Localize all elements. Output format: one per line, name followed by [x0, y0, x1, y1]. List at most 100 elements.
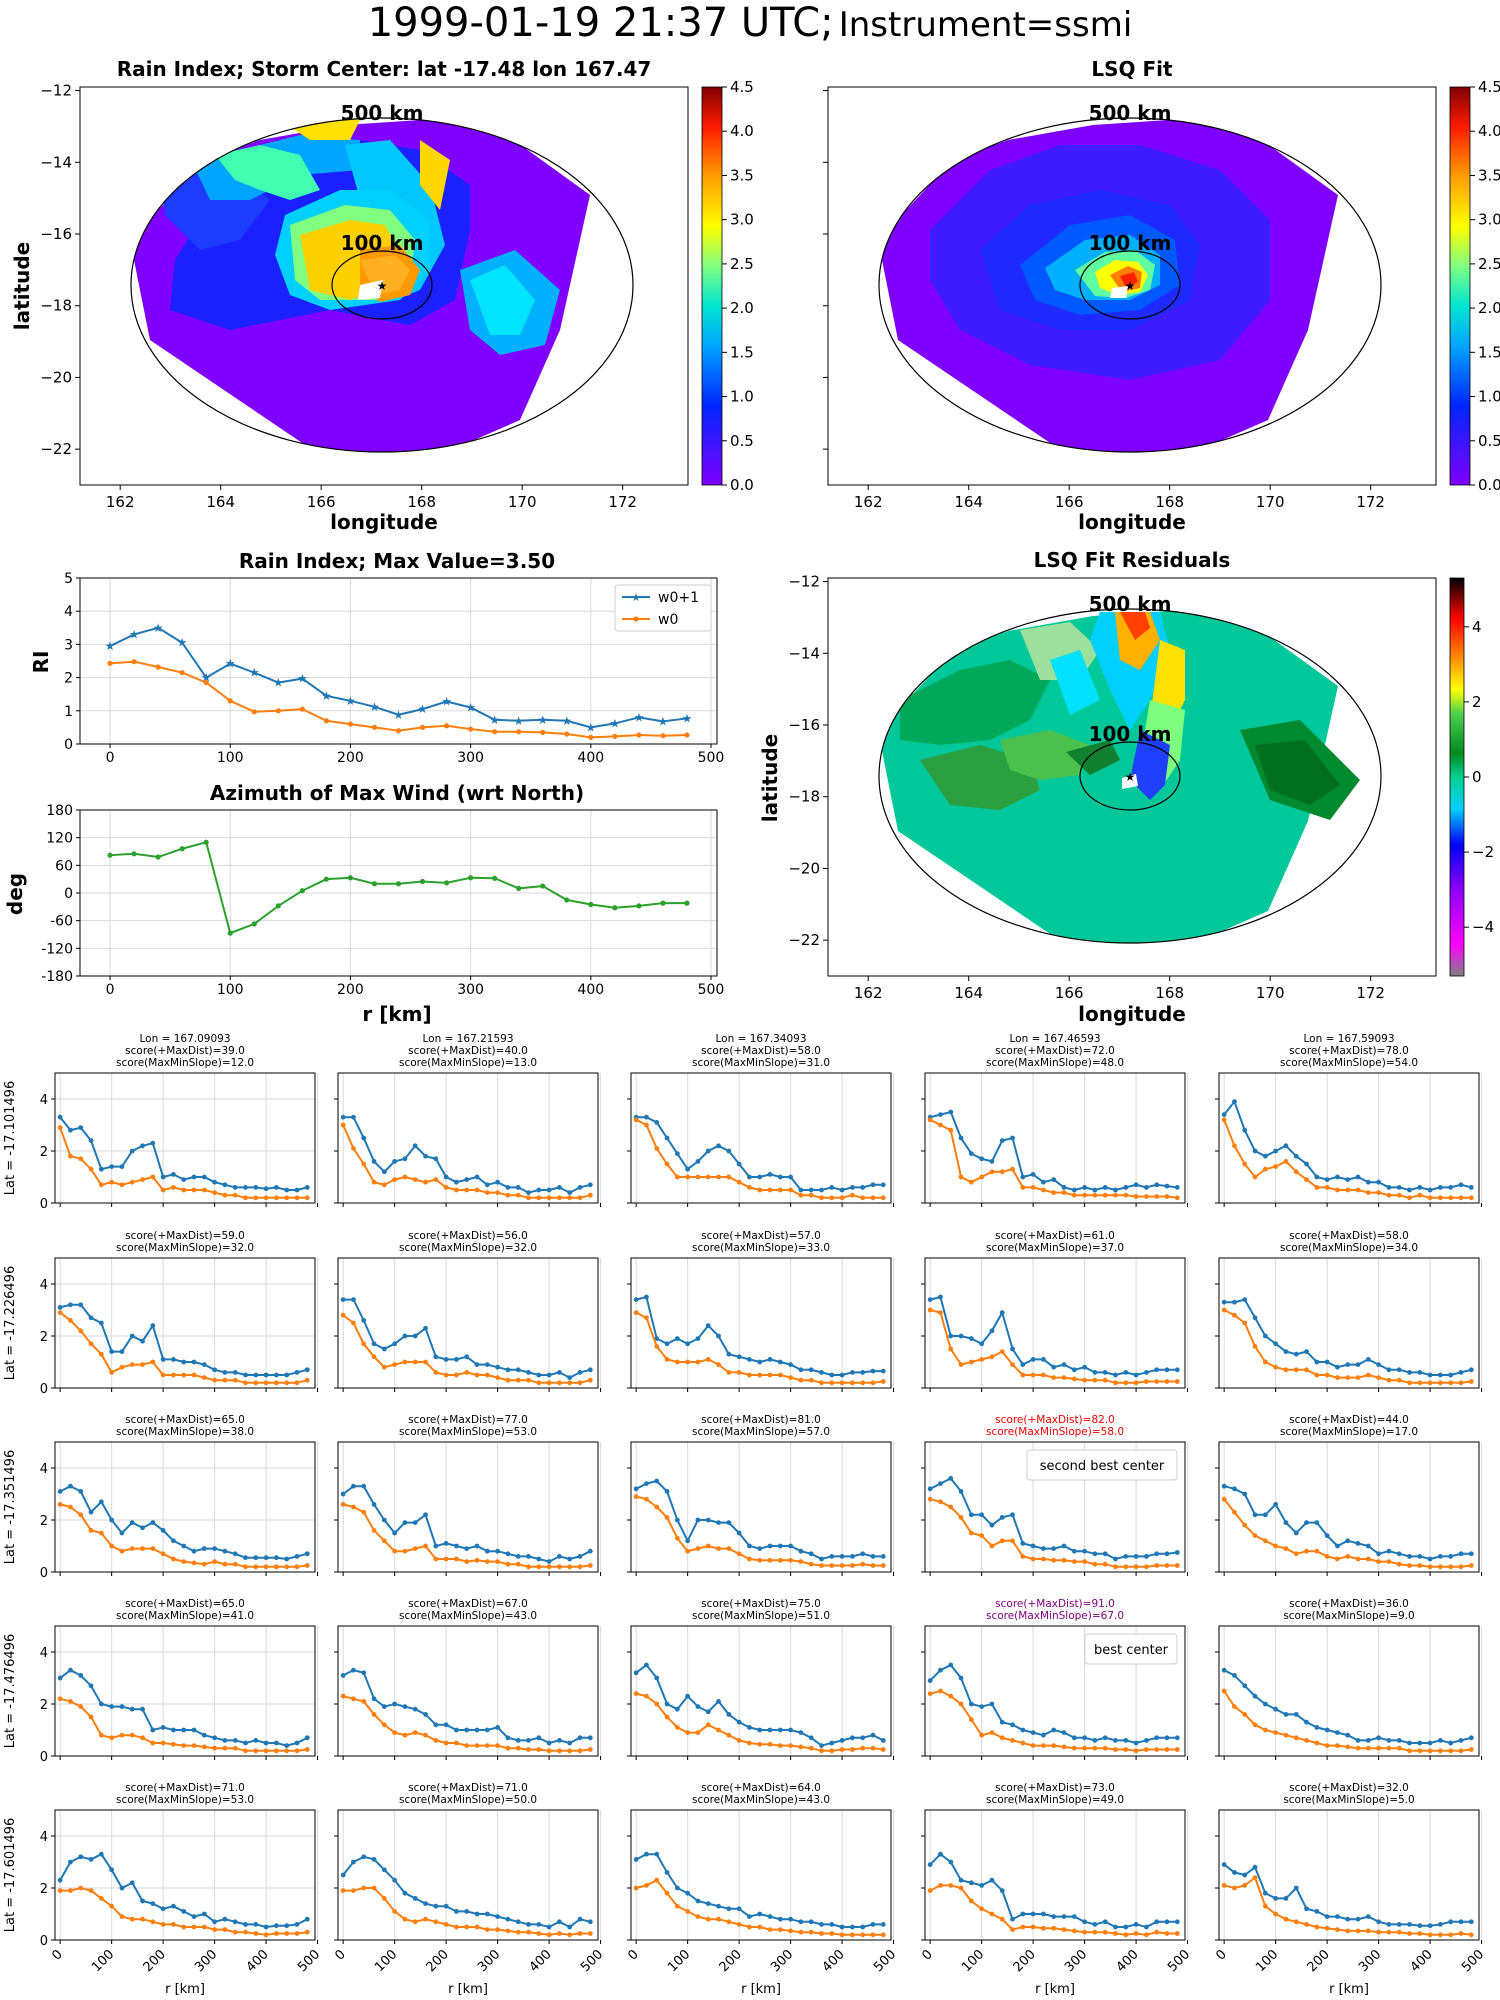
point-marker — [1030, 1372, 1036, 1378]
point-marker — [958, 1489, 964, 1494]
resid-map-inner-ring — [1079, 741, 1181, 811]
point-marker — [160, 1551, 166, 1557]
cbar-tick-label: 0 — [1472, 768, 1482, 786]
star-marker: ★ — [129, 627, 140, 641]
point-marker — [201, 1911, 207, 1917]
point-marker — [474, 1557, 480, 1563]
point-marker — [294, 1187, 300, 1193]
point-marker — [674, 1706, 680, 1712]
point-marker — [777, 1743, 783, 1748]
point-marker — [587, 1548, 593, 1554]
point-marker — [284, 1564, 290, 1570]
cell-score-maxminslope: score(MaxMinSlope)=37.0 — [986, 1242, 1124, 1254]
point-marker — [860, 1551, 866, 1557]
point-marker — [989, 1522, 995, 1528]
point-marker — [948, 1127, 954, 1133]
point-marker — [644, 1662, 649, 1668]
series-w0-line — [59, 1311, 308, 1384]
point-marker — [88, 1315, 94, 1321]
point-marker — [695, 1730, 701, 1735]
series-w0-line — [1223, 1119, 1472, 1199]
point-marker — [433, 1177, 439, 1182]
grid-cell: score(+MaxDist)=73.0score(MaxMinSlope)=4… — [919, 1782, 1193, 1997]
point-marker — [340, 1888, 346, 1893]
point-marker — [577, 1185, 583, 1190]
point-marker — [474, 1362, 480, 1367]
point-marker — [958, 1885, 964, 1891]
axes-frame — [630, 1072, 892, 1204]
point-marker — [191, 1727, 197, 1733]
grid-cell: score(+MaxDist)=65.0score(MaxMinSlope)=3… — [3, 1414, 319, 1581]
grid-cell: score(+MaxDist)=32.0score(MaxMinSlope)=5… — [1213, 1782, 1487, 1997]
point-marker — [474, 1187, 480, 1193]
series-w0plus1-line — [635, 1663, 884, 1747]
point-marker — [664, 1341, 670, 1347]
point-marker — [201, 1924, 207, 1930]
point-marker — [633, 1117, 639, 1123]
point-marker — [515, 1554, 521, 1559]
point-marker — [371, 1179, 377, 1185]
point-marker — [556, 1564, 562, 1570]
point-marker — [726, 1732, 732, 1738]
point-marker — [495, 1179, 501, 1185]
point-marker — [1154, 1194, 1160, 1199]
point-marker — [1468, 1919, 1474, 1925]
point-marker — [392, 1909, 398, 1914]
point-marker — [716, 1546, 721, 1551]
point-marker — [443, 1372, 449, 1378]
point-marker — [685, 1341, 691, 1347]
point-marker — [736, 1530, 742, 1536]
point-marker — [654, 1336, 660, 1341]
point-marker — [232, 1738, 238, 1743]
point-marker — [716, 1362, 721, 1367]
point-marker — [515, 1367, 521, 1373]
xtick-label: 166 — [1055, 493, 1084, 511]
point-marker — [1082, 1559, 1088, 1564]
point-marker — [999, 1719, 1005, 1725]
point-marker — [1437, 1185, 1443, 1190]
point-marker — [695, 1159, 701, 1164]
point-marker — [1365, 1928, 1371, 1934]
point-marker — [361, 1699, 367, 1704]
xtick-label: 162 — [854, 493, 883, 511]
point-marker — [57, 1675, 63, 1681]
point-marker — [1437, 1748, 1443, 1754]
point-marker — [726, 1351, 732, 1357]
point-marker — [88, 1714, 94, 1720]
point-marker — [1335, 1927, 1340, 1932]
point-marker — [212, 1927, 218, 1932]
point-marker — [1355, 1174, 1361, 1180]
ytick-label: 180 — [46, 803, 73, 819]
point-marker — [1232, 1299, 1237, 1305]
point-marker — [819, 1556, 824, 1562]
cell-score-maxdist: score(+MaxDist)=78.0 — [1289, 1045, 1409, 1057]
point-marker — [78, 1156, 84, 1162]
point-marker — [927, 1117, 933, 1123]
point-marker — [1407, 1370, 1412, 1375]
point-marker — [612, 733, 618, 739]
point-marker — [1335, 1743, 1340, 1748]
point-marker — [564, 731, 570, 737]
point-marker — [1133, 1931, 1139, 1936]
point-marker — [454, 1372, 459, 1378]
point-marker — [227, 930, 233, 936]
point-marker — [612, 905, 618, 911]
point-marker — [1365, 1179, 1371, 1185]
point-marker — [464, 1177, 470, 1182]
point-marker — [402, 1156, 408, 1162]
point-marker — [1437, 1564, 1443, 1570]
point-marker — [1345, 1744, 1351, 1750]
point-marker — [644, 1294, 649, 1300]
point-marker — [119, 1530, 125, 1536]
point-marker — [98, 1182, 104, 1188]
point-marker — [381, 1538, 387, 1544]
rain-map-xlabel: longitude — [330, 510, 438, 534]
point-marker — [155, 854, 161, 860]
point-marker — [767, 1543, 773, 1549]
point-marker — [361, 1670, 367, 1676]
point-marker — [131, 659, 137, 665]
point-marker — [1030, 1730, 1036, 1735]
resid-map-frame — [827, 577, 1437, 977]
point-marker — [1386, 1929, 1392, 1935]
point-marker — [1448, 1195, 1454, 1201]
